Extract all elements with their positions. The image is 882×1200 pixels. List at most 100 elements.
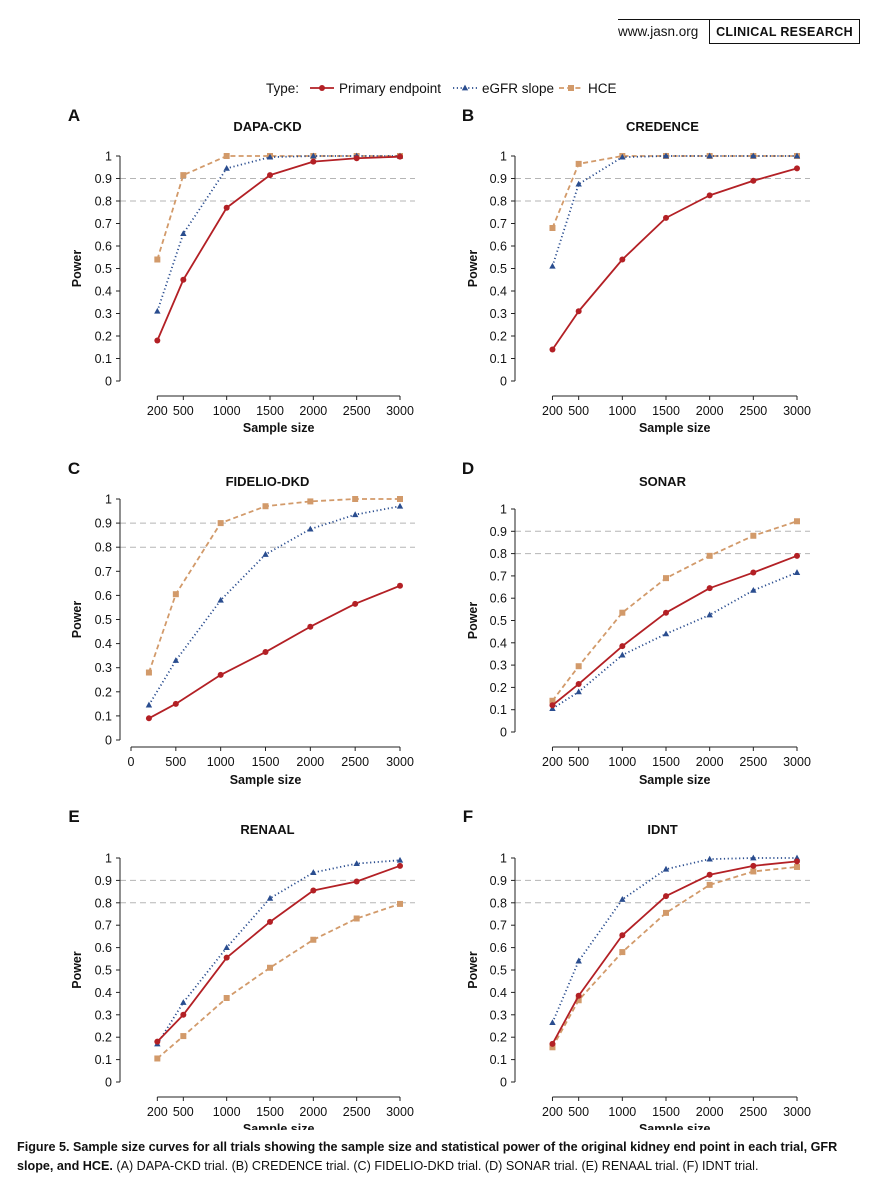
x-tick-label: 3000 bbox=[386, 755, 414, 769]
data-point bbox=[352, 600, 359, 607]
x-tick-label: 1000 bbox=[608, 404, 636, 418]
data-point bbox=[706, 611, 713, 618]
x-tick-label: 500 bbox=[568, 404, 589, 418]
data-point bbox=[549, 262, 556, 269]
y-tick-label: 0.6 bbox=[490, 240, 507, 254]
y-tick-label: 0.4 bbox=[490, 636, 507, 650]
y-axis-label: Power bbox=[70, 250, 84, 288]
y-tick-label: 0.6 bbox=[95, 589, 112, 603]
panel-label: B bbox=[462, 106, 474, 125]
data-point bbox=[575, 681, 582, 688]
data-point bbox=[310, 869, 317, 875]
x-tick-label: 1500 bbox=[256, 1105, 284, 1119]
legend-label: Primary endpoint bbox=[339, 81, 441, 96]
y-tick-label: 0.7 bbox=[490, 919, 507, 933]
data-point bbox=[310, 152, 317, 159]
series-line bbox=[551, 860, 798, 1045]
x-tick-label: 500 bbox=[568, 1105, 589, 1119]
data-point bbox=[262, 503, 269, 510]
series-hce bbox=[549, 518, 800, 704]
x-tick-label: 3000 bbox=[783, 1105, 811, 1119]
data-point bbox=[180, 172, 187, 179]
y-tick-label: 0.2 bbox=[490, 1031, 507, 1045]
series-primary-endpoint bbox=[154, 153, 403, 344]
series-primary-endpoint bbox=[145, 582, 403, 722]
y-tick-label: 0.7 bbox=[95, 217, 112, 231]
series-primary-endpoint bbox=[154, 862, 403, 1045]
y-tick-label: 0.3 bbox=[95, 1008, 112, 1022]
y-tick-label: 0.5 bbox=[490, 964, 507, 978]
data-point bbox=[750, 868, 757, 875]
panel-C: C FIDELIO-DKD 0 0.1 0.2 0.3 0.4 0.5 0.6 0.7 0.8 0.9… bbox=[68, 459, 415, 787]
x-tick-label: 1500 bbox=[652, 755, 680, 769]
y-tick-label: 0.3 bbox=[490, 307, 507, 321]
series-line bbox=[551, 571, 798, 710]
y-tick-label: 0.9 bbox=[490, 525, 507, 539]
x-tick-label: 1500 bbox=[256, 404, 284, 418]
x-tick-label: 2500 bbox=[341, 755, 369, 769]
y-tick-label: 0 bbox=[500, 726, 507, 740]
data-point bbox=[223, 153, 230, 159]
x-tick-label: 1000 bbox=[608, 1105, 636, 1119]
x-tick-label: 1000 bbox=[207, 755, 235, 769]
y-axis-label: Power bbox=[466, 602, 480, 640]
data-point bbox=[549, 225, 556, 231]
data-point bbox=[663, 214, 669, 221]
data-point bbox=[266, 894, 274, 901]
data-point bbox=[663, 909, 669, 916]
panel-label: D bbox=[462, 459, 474, 478]
y-tick-label: 0.7 bbox=[95, 565, 112, 579]
x-tick-label: 500 bbox=[165, 755, 186, 769]
data-point bbox=[351, 511, 359, 518]
y-tick-label: 0.3 bbox=[490, 1008, 507, 1022]
data-point bbox=[549, 1044, 556, 1051]
y-tick-label: 1 bbox=[500, 150, 507, 164]
series-line bbox=[156, 903, 401, 1060]
x-tick-label: 1000 bbox=[608, 755, 636, 769]
panel-B: B CREDENCE 0 0.1 0.2 0.3 0.4 0.5 0.6 0.7 0.8 0.9 1 Po… bbox=[462, 106, 811, 435]
data-point bbox=[353, 155, 360, 162]
series-primary-endpoint bbox=[549, 858, 800, 1047]
panel-label: A bbox=[68, 106, 80, 125]
y-tick-label: 0.1 bbox=[490, 703, 507, 717]
y-tick-label: 0.3 bbox=[490, 659, 507, 673]
series-hce bbox=[154, 900, 403, 1062]
data-point bbox=[549, 1040, 556, 1047]
x-tick-label: 1000 bbox=[213, 1105, 241, 1119]
y-tick-label: 0.5 bbox=[490, 262, 507, 276]
data-point bbox=[706, 881, 713, 888]
y-axis-label: Power bbox=[70, 601, 84, 639]
series-hce bbox=[549, 153, 800, 231]
x-tick-label: 2000 bbox=[696, 1105, 724, 1119]
y-tick-label: 0 bbox=[105, 375, 112, 389]
legend-swatch-marker bbox=[319, 85, 325, 91]
panel-title: SONAR bbox=[639, 474, 687, 489]
data-point bbox=[794, 858, 800, 865]
data-point bbox=[619, 609, 626, 616]
y-tick-label: 0.1 bbox=[490, 1053, 507, 1067]
caption-bold: Figure 5. Sample size curves for all tri… bbox=[17, 1140, 838, 1173]
panel-title: FIDELIO-DKD bbox=[226, 474, 310, 489]
data-point bbox=[397, 496, 403, 502]
y-tick-label: 0.5 bbox=[95, 262, 112, 276]
data-point bbox=[396, 502, 404, 509]
series-line bbox=[551, 866, 798, 1048]
x-tick-label: 0 bbox=[128, 755, 135, 769]
data-point bbox=[180, 999, 187, 1005]
data-point bbox=[575, 688, 582, 695]
legend-title: Type: bbox=[266, 81, 299, 96]
x-tick-label: 1500 bbox=[652, 1105, 680, 1119]
series-line bbox=[156, 864, 401, 1043]
data-point bbox=[575, 997, 582, 1004]
y-tick-label: 0.7 bbox=[95, 919, 112, 933]
y-tick-label: 0.8 bbox=[95, 195, 112, 209]
data-point bbox=[575, 308, 582, 315]
y-tick-label: 0.1 bbox=[95, 1053, 112, 1067]
x-tick-label: 500 bbox=[173, 404, 194, 418]
legend-swatch-marker bbox=[568, 85, 574, 91]
data-point bbox=[575, 957, 582, 964]
data-point bbox=[154, 1055, 161, 1062]
data-point bbox=[750, 532, 757, 539]
data-point bbox=[217, 520, 224, 527]
y-tick-label: 0 bbox=[500, 1076, 507, 1090]
